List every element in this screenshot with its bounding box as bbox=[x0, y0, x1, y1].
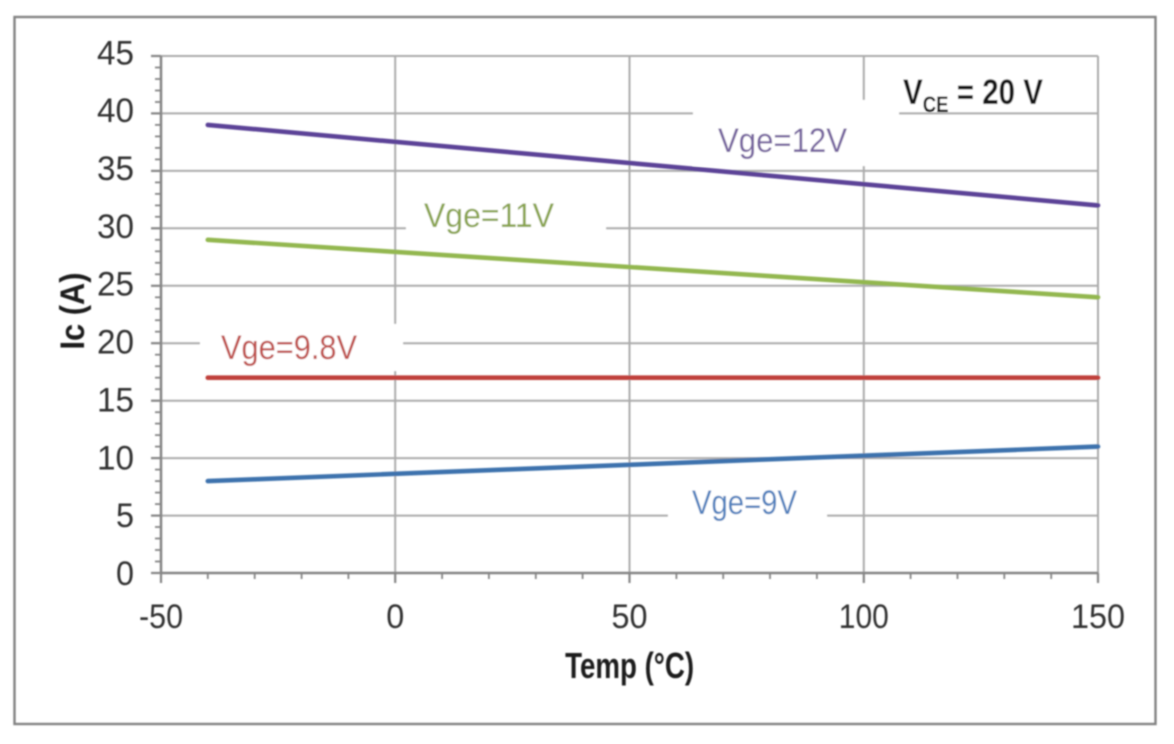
svg-text:15: 15 bbox=[97, 381, 134, 419]
svg-text:Vge=9V: Vge=9V bbox=[692, 484, 797, 522]
svg-text:0: 0 bbox=[116, 555, 134, 593]
svg-text:Ic (A): Ic (A) bbox=[54, 273, 92, 350]
svg-text:30: 30 bbox=[97, 208, 134, 246]
svg-text:Vge=9.8V: Vge=9.8V bbox=[221, 329, 357, 367]
svg-text:-50: -50 bbox=[139, 598, 183, 636]
svg-text:Vge=12V: Vge=12V bbox=[718, 122, 847, 160]
svg-text:VCE = 20 V: VCE = 20 V bbox=[903, 73, 1044, 117]
svg-text:0: 0 bbox=[386, 598, 404, 636]
svg-text:5: 5 bbox=[116, 497, 134, 535]
svg-text:150: 150 bbox=[1071, 598, 1125, 636]
svg-text:50: 50 bbox=[612, 598, 648, 636]
svg-text:10: 10 bbox=[97, 439, 134, 477]
svg-text:20: 20 bbox=[97, 324, 134, 362]
svg-text:40: 40 bbox=[97, 92, 134, 130]
svg-text:Temp (°C): Temp (°C) bbox=[565, 645, 694, 686]
svg-text:100: 100 bbox=[839, 598, 889, 636]
svg-text:45: 45 bbox=[97, 34, 134, 72]
svg-text:Vge=11V: Vge=11V bbox=[424, 197, 554, 235]
svg-text:35: 35 bbox=[97, 150, 134, 188]
svg-text:25: 25 bbox=[97, 266, 134, 304]
